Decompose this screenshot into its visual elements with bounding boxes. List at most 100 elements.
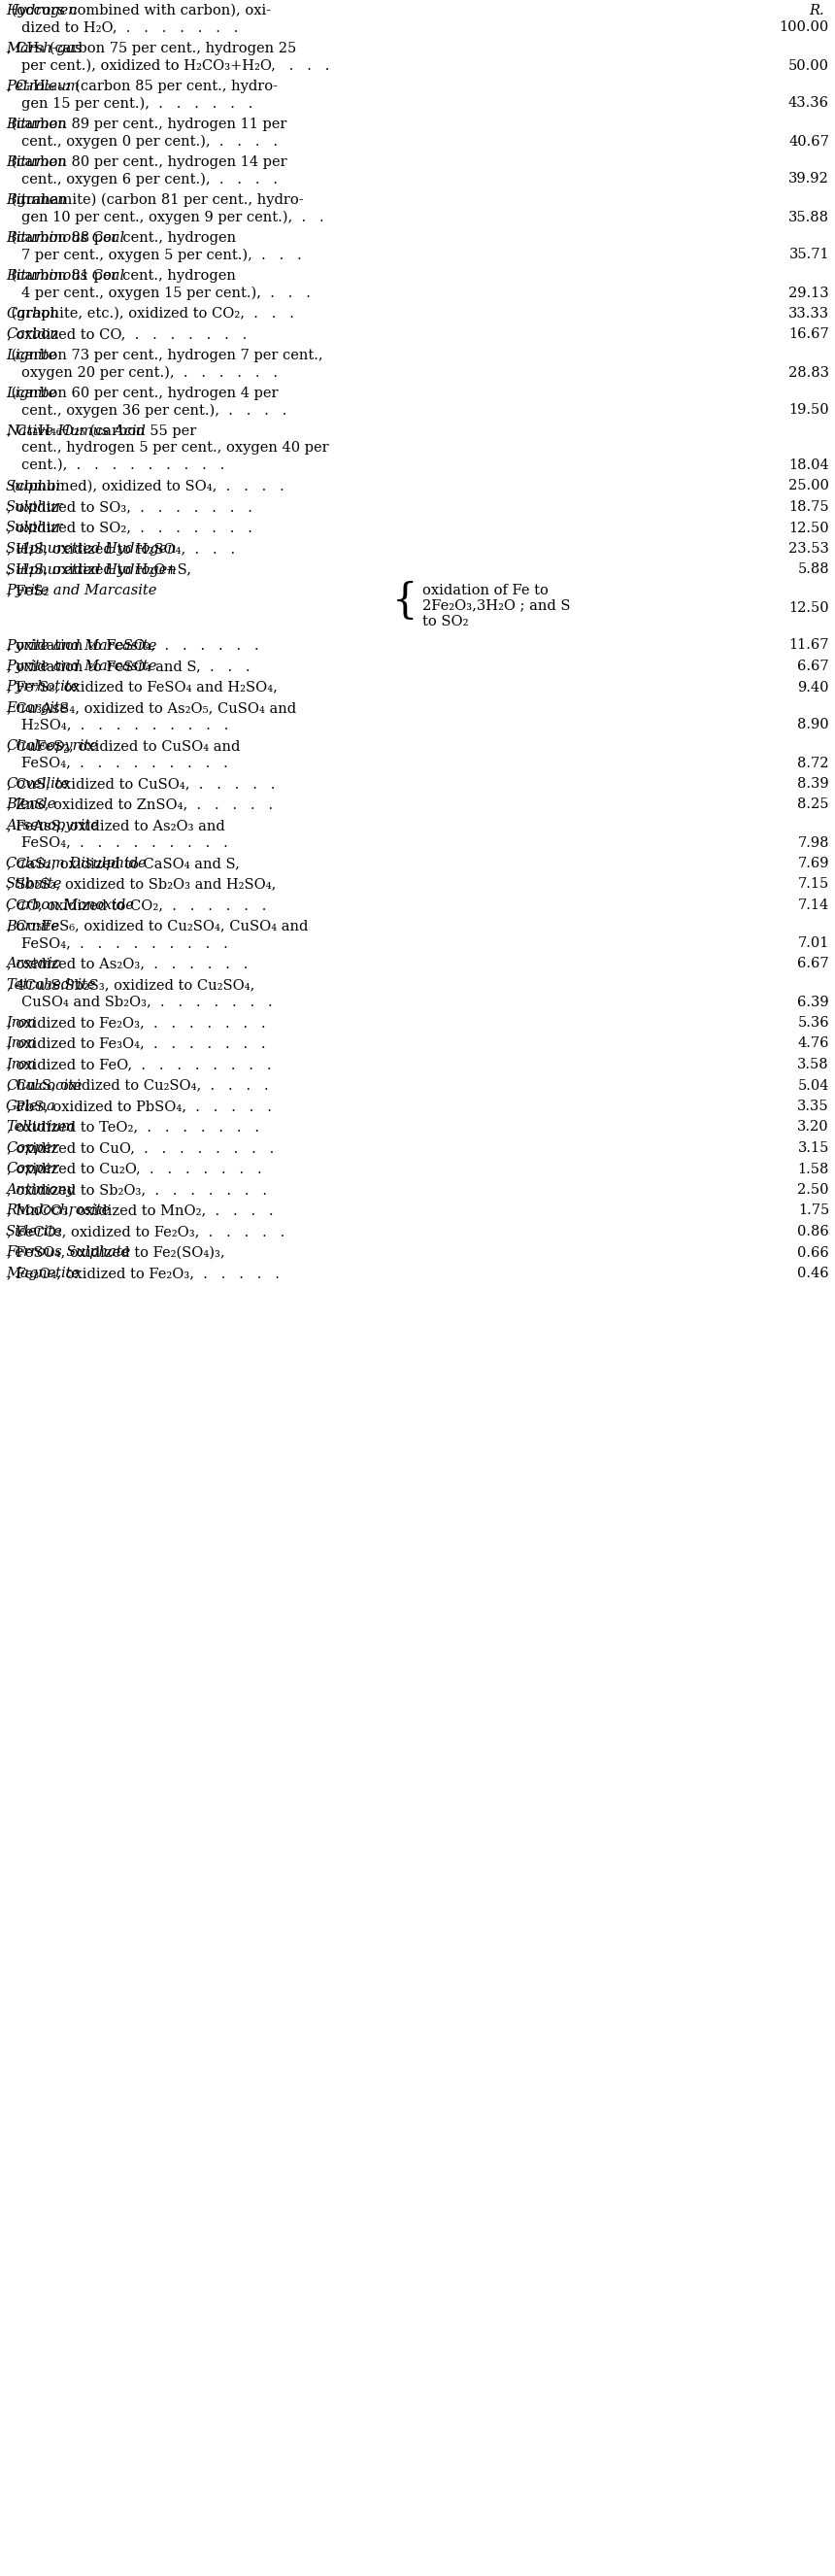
Text: 23.53: 23.53 (788, 541, 829, 556)
Text: (grahamite) (carbon 81 per cent., hydro-: (grahamite) (carbon 81 per cent., hydro- (7, 193, 304, 206)
Text: Calcium Disulphide: Calcium Disulphide (6, 858, 146, 871)
Text: per cent.), oxidized to H₂CO₃+H₂O,   .   .   .: per cent.), oxidized to H₂CO₃+H₂O, . . . (22, 59, 330, 72)
Text: cent.),  .   .   .   .   .   .   .   .   .: cent.), . . . . . . . . . (22, 459, 225, 471)
Text: Arsenopyrite: Arsenopyrite (6, 819, 99, 832)
Text: Copper: Copper (6, 1162, 58, 1175)
Text: , oxidized to Fe₃O₄,  .   .   .   .   .   .   .: , oxidized to Fe₃O₄, . . . . . . . (7, 1038, 266, 1051)
Text: , MnCO₃, oxidized to MnO₂,  .   .   .   .: , MnCO₃, oxidized to MnO₂, . . . . (7, 1203, 273, 1218)
Text: 8.25: 8.25 (797, 799, 829, 811)
Text: cent., oxygen 0 per cent.),  .   .   .   .: cent., oxygen 0 per cent.), . . . . (22, 134, 278, 149)
Text: 11.67: 11.67 (789, 639, 829, 652)
Text: Magnetite: Magnetite (6, 1267, 79, 1280)
Text: 9.40: 9.40 (797, 680, 829, 693)
Text: 19.50: 19.50 (789, 404, 829, 417)
Text: 7.98: 7.98 (797, 835, 829, 850)
Text: 18.75: 18.75 (789, 500, 829, 513)
Text: oxygen 20 per cent.),  .   .   .   .   .   .: oxygen 20 per cent.), . . . . . . (22, 366, 278, 379)
Text: 12.50: 12.50 (789, 600, 829, 613)
Text: 4 per cent., oxygen 15 per cent.),  .   .   .: 4 per cent., oxygen 15 per cent.), . . . (22, 286, 311, 299)
Text: 2.50: 2.50 (797, 1182, 829, 1198)
Text: , FeAsS, oxidized to As₂O₃ and: , FeAsS, oxidized to As₂O₃ and (7, 819, 225, 832)
Text: cent., hydrogen 5 per cent., oxygen 40 per: cent., hydrogen 5 per cent., oxygen 40 p… (22, 440, 329, 456)
Text: , Cu₃AsS₄, oxidized to As₂O₅, CuSO₄ and: , Cu₃AsS₄, oxidized to As₂O₅, CuSO₄ and (7, 701, 296, 716)
Text: 3.58: 3.58 (797, 1059, 829, 1072)
Text: Sulphur: Sulphur (6, 479, 63, 492)
Text: Covellite: Covellite (6, 778, 69, 791)
Text: 50.00: 50.00 (788, 59, 829, 72)
Text: , oxidized to Cu₂O,  .   .   .   .   .   .   .: , oxidized to Cu₂O, . . . . . . . (7, 1162, 262, 1175)
Text: 100.00: 100.00 (779, 21, 829, 33)
Text: CuSO₄ and Sb₂O₃,  .   .   .   .   .   .   .: CuSO₄ and Sb₂O₃, . . . . . . . (22, 994, 272, 1010)
Text: (carbon 80 per cent., hydrogen 14 per: (carbon 80 per cent., hydrogen 14 per (7, 155, 287, 170)
Text: , oxidized to CuO,  .   .   .   .   .   .   .   .: , oxidized to CuO, . . . . . . . . (7, 1141, 274, 1154)
Text: , oxidized to TeO₂,  .   .   .   .   .   .   .: , oxidized to TeO₂, . . . . . . . (7, 1121, 259, 1133)
Text: , oxidation to FeSO₄ and S,  .   .   .: , oxidation to FeSO₄ and S, . . . (7, 659, 250, 672)
Text: , oxidized to Fe₂O₃,  .   .   .   .   .   .   .: , oxidized to Fe₂O₃, . . . . . . . (7, 1015, 266, 1030)
Text: Arsenic: Arsenic (6, 958, 60, 971)
Text: 2Fe₂O₃,3H₂O ; and S: 2Fe₂O₃,3H₂O ; and S (423, 600, 570, 613)
Text: Enargite: Enargite (6, 701, 68, 716)
Text: Lignite: Lignite (6, 348, 57, 363)
Text: (graphite, etc.), oxidized to CO₂,  .   .   .: (graphite, etc.), oxidized to CO₂, . . . (7, 307, 294, 322)
Text: Sulphur: Sulphur (6, 500, 63, 513)
Text: gen 10 per cent., oxygen 9 per cent.),  .   .: gen 10 per cent., oxygen 9 per cent.), .… (22, 211, 324, 224)
Text: Iron: Iron (6, 1038, 36, 1051)
Text: Sulphur: Sulphur (6, 520, 63, 536)
Text: Native Humus Acid: Native Humus Acid (6, 425, 145, 438)
Text: Blende: Blende (6, 799, 56, 811)
Text: Antimony: Antimony (6, 1182, 74, 1198)
Text: Tetrahedrite: Tetrahedrite (6, 979, 95, 992)
Text: , oxidation to FeSO₄,  .   .   .   .   .   .: , oxidation to FeSO₄, . . . . . . (7, 639, 259, 652)
Text: Galena: Galena (6, 1100, 56, 1113)
Text: 8.72: 8.72 (797, 757, 829, 770)
Text: 6.39: 6.39 (797, 994, 829, 1010)
Text: Carbon: Carbon (6, 307, 58, 319)
Text: 7 per cent., oxygen 5 per cent.),  .   .   .: 7 per cent., oxygen 5 per cent.), . . . (22, 247, 301, 263)
Text: H₂SO₄,  .   .   .   .   .   .   .   .   .: H₂SO₄, . . . . . . . . . (22, 719, 229, 732)
Text: Bitumen: Bitumen (6, 193, 67, 206)
Text: to SO₂: to SO₂ (423, 613, 468, 629)
Text: 0.66: 0.66 (797, 1247, 829, 1260)
Text: dized to H₂O,  .   .   .   .   .   .   .: dized to H₂O, . . . . . . . (22, 21, 238, 33)
Text: 18.04: 18.04 (788, 459, 829, 471)
Text: oxidation of Fe to: oxidation of Fe to (423, 585, 549, 598)
Text: FeSO₄,  .   .   .   .   .   .   .   .   .: FeSO₄, . . . . . . . . . (22, 757, 228, 770)
Text: , CO, oxidized to CO₂,  .   .   .   .   .   .: , CO, oxidized to CO₂, . . . . . . (7, 899, 266, 912)
Text: , FeS₂: , FeS₂ (7, 585, 49, 598)
Text: (carbon 81 per cent., hydrogen: (carbon 81 per cent., hydrogen (7, 268, 235, 283)
Text: , 4Cu₂S.Sb₂S₃, oxidized to Cu₂SO₄,: , 4Cu₂S.Sb₂S₃, oxidized to Cu₂SO₄, (7, 979, 255, 992)
Text: 28.83: 28.83 (788, 366, 829, 379)
Text: Sulphuretted Hydrogen: Sulphuretted Hydrogen (6, 564, 176, 577)
Text: 3.20: 3.20 (797, 1121, 829, 1133)
Text: 43.36: 43.36 (788, 98, 829, 111)
Text: Iron: Iron (6, 1059, 36, 1072)
Text: , PbS, oxidized to PbSO₄,  .   .   .   .   .: , PbS, oxidized to PbSO₄, . . . . . (7, 1100, 271, 1113)
Text: , FeSO₄, oxidized to Fe₂(SO₄)₃,: , FeSO₄, oxidized to Fe₂(SO₄)₃, (7, 1247, 225, 1260)
Text: Bitumen: Bitumen (6, 118, 67, 131)
Text: 6.67: 6.67 (797, 958, 829, 971)
Text: 3.15: 3.15 (797, 1141, 829, 1154)
Text: 5.88: 5.88 (797, 564, 829, 577)
Text: cent., oxygen 6 per cent.),  .   .   .   .: cent., oxygen 6 per cent.), . . . . (22, 173, 278, 185)
Text: 8.90: 8.90 (797, 719, 829, 732)
Text: Stibnite: Stibnite (6, 878, 63, 891)
Text: 1.58: 1.58 (797, 1162, 829, 1175)
Text: Ferrous Sulphate: Ferrous Sulphate (6, 1247, 130, 1260)
Text: , CH₄ (carbon 75 per cent., hydrogen 25: , CH₄ (carbon 75 per cent., hydrogen 25 (7, 41, 296, 57)
Text: Chalcopyrite: Chalcopyrite (6, 739, 98, 752)
Text: , ZnS, oxidized to ZnSO₄,  .   .   .   .   .: , ZnS, oxidized to ZnSO₄, . . . . . (7, 799, 273, 811)
Text: 12.50: 12.50 (789, 520, 829, 536)
Text: , oxidized to SO₃,  .   .   .   .   .   .   .: , oxidized to SO₃, . . . . . . . (7, 500, 252, 513)
Text: (carbon 60 per cent., hydrogen 4 per: (carbon 60 per cent., hydrogen 4 per (7, 386, 278, 402)
Text: Siderite: Siderite (6, 1224, 63, 1239)
Text: Tellurium: Tellurium (6, 1121, 74, 1133)
Text: 40.67: 40.67 (788, 134, 829, 149)
Text: Bornite: Bornite (6, 920, 59, 933)
Text: 7.15: 7.15 (798, 878, 829, 891)
Text: 33.33: 33.33 (788, 307, 829, 319)
Text: Sulphuretted Hydrogen: Sulphuretted Hydrogen (6, 541, 176, 556)
Text: , oxidized to Sb₂O₃,  .   .   .   .   .   .   .: , oxidized to Sb₂O₃, . . . . . . . (7, 1182, 267, 1198)
Text: 35.88: 35.88 (788, 211, 829, 224)
Text: Carbon Monoxide: Carbon Monoxide (6, 899, 134, 912)
Text: , Cu₂S, oxidized to Cu₂SO₄,  .   .   .   .: , Cu₂S, oxidized to Cu₂SO₄, . . . . (7, 1079, 269, 1092)
